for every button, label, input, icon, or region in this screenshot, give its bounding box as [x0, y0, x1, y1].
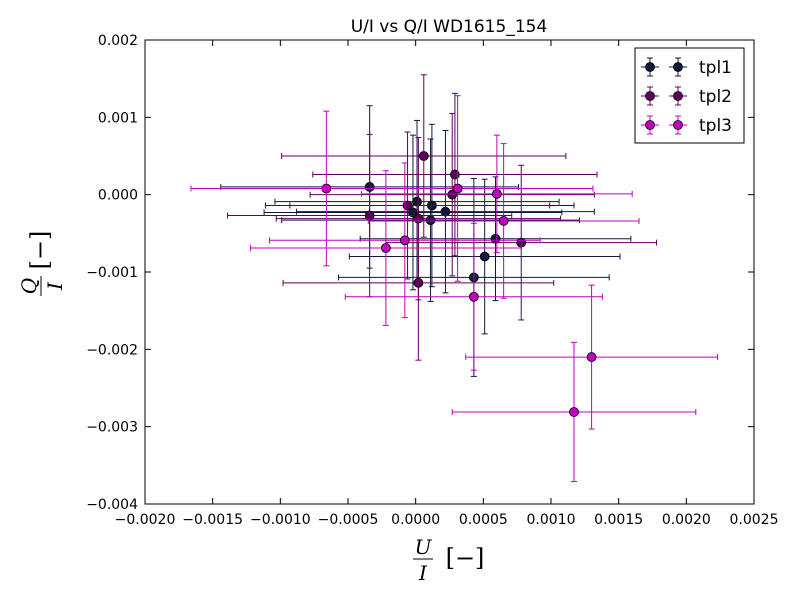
- tpl2-point-2: [309, 112, 595, 277]
- series-tpl1: [220, 105, 632, 377]
- x-tick-label: 0.0025: [730, 512, 779, 528]
- data-point-marker: [447, 189, 458, 200]
- tpl1-point-5: [296, 129, 595, 294]
- tpl3-point-5: [250, 170, 522, 326]
- data-point-marker: [412, 196, 422, 207]
- x-axis-label-denominator: I: [418, 561, 428, 585]
- y-tick-label: 0.000: [98, 188, 138, 204]
- y-tick-label: −0.003: [86, 420, 138, 436]
- series-tpl3: [190, 95, 718, 483]
- x-axis-label: U I [−]: [413, 535, 484, 585]
- series-tpl2: [227, 74, 658, 361]
- y-axis-label-unit: [−]: [26, 231, 54, 270]
- tpl1-point-1: [263, 134, 563, 291]
- legend-entry-tpl1: tpl1: [641, 57, 732, 78]
- x-axis-label-numerator: U: [415, 535, 433, 559]
- y-axis: −0.004 −0.003 −0.002 −0.001 0.000 0.001 0.002: [86, 33, 754, 513]
- x-tick-label: −0.0005: [318, 512, 379, 528]
- y-tick-label: 0.001: [98, 110, 138, 126]
- legend-label-tpl3: tpl3: [699, 116, 732, 136]
- tpl2-point-3: [227, 133, 513, 298]
- x-tick-label: −0.0020: [115, 512, 176, 528]
- x-tick-label: 0.0000: [391, 512, 440, 528]
- tpl3-point-2: [361, 134, 633, 254]
- x-axis: −0.0020 −0.0015 −0.0010 −0.0005 0.0000 0.0005…: [115, 40, 779, 528]
- legend: tpl1 tpl2 tpl3: [634, 47, 745, 144]
- legend-marker: [673, 120, 683, 130]
- tpl1-point-6: [348, 178, 621, 335]
- data-point-marker: [399, 235, 410, 246]
- data-point-marker: [364, 210, 375, 221]
- y-axis-label: Q I [−]: [17, 231, 67, 296]
- legend-label-tpl2: tpl2: [699, 87, 732, 107]
- legend-marker: [645, 62, 655, 72]
- data-point-marker: [491, 188, 502, 199]
- tpl3-point-3: [367, 143, 640, 299]
- tpl2-point-0: [281, 74, 567, 238]
- y-tick-label: −0.001: [86, 265, 138, 281]
- legend-marker: [673, 91, 683, 101]
- data-point-marker: [440, 206, 451, 217]
- legend-entry-tpl3: tpl3: [641, 115, 732, 136]
- y-tick-label: 0.002: [98, 33, 138, 49]
- legend-marker: [645, 120, 655, 130]
- legend-entry-tpl2: tpl2: [641, 86, 732, 107]
- data-point-marker: [479, 251, 490, 262]
- chart-title: U/I vs Q/I WD1615_154: [351, 17, 548, 37]
- y-tick-label: −0.004: [86, 497, 138, 513]
- legend-marker: [645, 91, 655, 101]
- data-point-marker: [586, 352, 597, 362]
- y-axis-label-numerator: Q: [17, 278, 41, 294]
- legend-marker: [673, 62, 683, 72]
- tpl3-point-6: [344, 222, 603, 371]
- data-layer: [190, 74, 718, 483]
- x-tick-label: 0.0005: [459, 512, 508, 528]
- data-point-marker: [490, 233, 501, 244]
- tpl1-point-2: [274, 119, 560, 284]
- data-point-marker: [380, 243, 391, 253]
- tpl2-point-1: [312, 92, 598, 257]
- tpl3-point-8: [451, 341, 697, 483]
- tpl3-point-1: [321, 95, 594, 282]
- x-tick-label: −0.0015: [182, 512, 243, 528]
- data-point-marker: [498, 216, 509, 226]
- legend-label-tpl1: tpl1: [699, 58, 732, 78]
- y-tick-label: −0.002: [86, 342, 138, 358]
- data-point-marker: [569, 407, 579, 417]
- x-tick-label: −0.0010: [250, 512, 311, 528]
- tpl3-point-4: [269, 162, 541, 319]
- data-point-marker: [425, 215, 436, 226]
- x-tick-label: 0.0015: [594, 512, 643, 528]
- x-tick-label: 0.0020: [662, 512, 711, 528]
- tpl2-point-7: [282, 204, 555, 361]
- data-point-marker: [413, 277, 424, 288]
- data-point-marker: [452, 183, 463, 194]
- data-point-marker: [418, 151, 429, 161]
- x-tick-label: 0.0010: [527, 512, 576, 528]
- tpl1-point-4: [281, 138, 580, 302]
- x-axis-label-unit: [−]: [446, 544, 485, 572]
- tpl3-point-7: [465, 284, 718, 430]
- data-point-marker: [468, 291, 479, 302]
- y-axis-label-denominator: I: [43, 281, 67, 291]
